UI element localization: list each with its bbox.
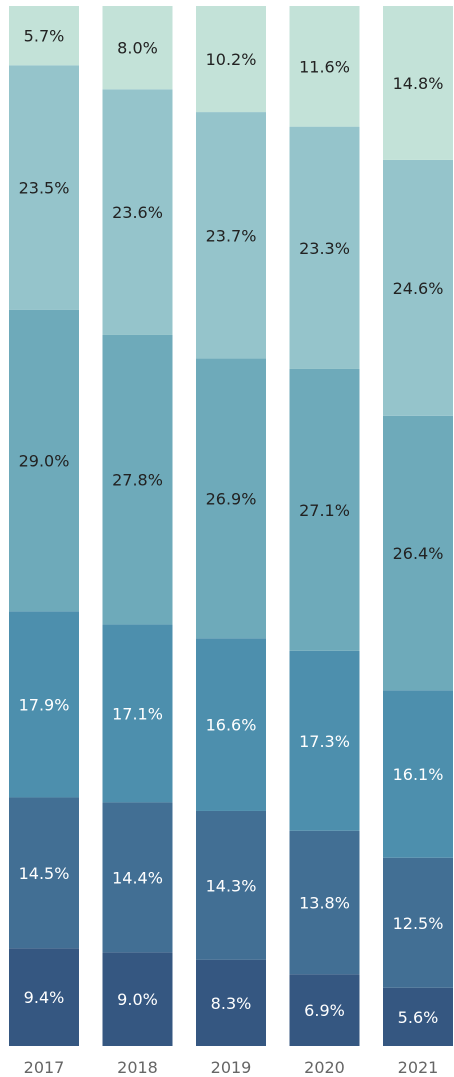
data-label-2017-3: 29.0%	[19, 451, 70, 470]
bar-segment-2021-3	[383, 415, 453, 691]
data-label-2020-5: 11.6%	[299, 57, 350, 76]
bar-segment-2017-5	[9, 6, 79, 66]
x-tick-label-2019: 2019	[211, 1058, 252, 1077]
data-label-2021-3: 26.4%	[393, 544, 444, 563]
bar-segment-2017-4	[9, 65, 79, 310]
data-label-2021-5: 14.8%	[393, 74, 444, 93]
bar-segment-2021-0	[383, 987, 453, 1046]
data-label-2018-2: 17.1%	[112, 704, 163, 723]
bar-segment-2020-3	[289, 368, 360, 651]
data-label-2019-2: 16.6%	[206, 716, 257, 735]
x-tick-label-2018: 2018	[117, 1058, 158, 1077]
data-label-2019-0: 8.3%	[211, 994, 252, 1013]
x-tick-label-2021: 2021	[398, 1058, 439, 1077]
bar-segment-2017-0	[9, 948, 79, 1046]
bar-segment-2017-3	[9, 309, 79, 612]
data-label-2020-2: 17.3%	[299, 732, 350, 751]
data-label-2018-5: 8.0%	[117, 39, 158, 58]
data-label-2021-1: 12.5%	[393, 914, 444, 933]
data-label-2020-1: 13.8%	[299, 893, 350, 912]
bar-segment-2017-1	[9, 797, 79, 949]
bar-segment-2021-5	[383, 6, 453, 160]
data-label-2021-2: 16.1%	[393, 765, 444, 784]
bar-segment-2020-1	[289, 830, 360, 975]
data-label-2017-0: 9.4%	[24, 988, 65, 1007]
bar-segment-2020-5	[289, 6, 360, 127]
data-labels-layer: 9.4% 14.5% 17.9% 29.0% 23.5% 5.7% 9.0% 14.4% 17.…	[19, 27, 444, 1027]
bar-segment-2019-5	[196, 6, 266, 113]
x-axis: 2017 2018 2019 2020 2021	[24, 1058, 439, 1077]
bar-segment-2019-2	[196, 638, 266, 811]
data-label-2021-0: 5.6%	[398, 1008, 439, 1027]
data-label-2020-4: 23.3%	[299, 239, 350, 258]
data-label-2018-3: 27.8%	[112, 471, 163, 490]
bar-segment-2020-2	[289, 650, 360, 831]
bar-segment-2019-3	[196, 358, 266, 639]
bar-segment-2021-4	[383, 159, 453, 416]
data-label-2019-4: 23.7%	[206, 226, 257, 245]
data-label-2017-2: 17.9%	[19, 695, 70, 714]
data-label-2018-0: 9.0%	[117, 990, 158, 1009]
data-label-2017-5: 5.7%	[24, 27, 65, 46]
data-label-2020-0: 6.9%	[304, 1001, 345, 1020]
bar-segment-2019-1	[196, 810, 266, 960]
data-label-2017-4: 23.5%	[19, 178, 70, 197]
bar-segment-2018-3	[102, 334, 173, 625]
bar-segment-2018-5	[102, 6, 173, 90]
data-label-2021-4: 24.6%	[393, 279, 444, 298]
data-label-2018-1: 14.4%	[112, 868, 163, 887]
bar-segment-2018-0	[102, 952, 173, 1046]
x-tick-label-2017: 2017	[24, 1058, 65, 1077]
bar-segment-2019-4	[196, 112, 266, 359]
data-label-2019-5: 10.2%	[206, 50, 257, 69]
bars-layer	[9, 6, 453, 1046]
x-tick-label-2020: 2020	[304, 1058, 345, 1077]
data-label-2018-4: 23.6%	[112, 203, 163, 222]
data-label-2020-3: 27.1%	[299, 501, 350, 520]
data-label-2019-3: 26.9%	[206, 489, 257, 508]
bar-segment-2020-0	[289, 974, 360, 1046]
bar-segment-2019-0	[196, 959, 266, 1046]
bar-segment-2020-4	[289, 126, 360, 369]
bar-segment-2021-2	[383, 690, 453, 858]
bar-segment-2018-4	[102, 89, 173, 335]
bar-segment-2018-2	[102, 624, 173, 803]
bar-segment-2017-2	[9, 611, 79, 798]
data-label-2017-1: 14.5%	[19, 864, 70, 883]
bar-segment-2018-1	[102, 802, 173, 953]
data-label-2019-1: 14.3%	[206, 876, 257, 895]
bar-segment-2021-1	[383, 857, 453, 988]
